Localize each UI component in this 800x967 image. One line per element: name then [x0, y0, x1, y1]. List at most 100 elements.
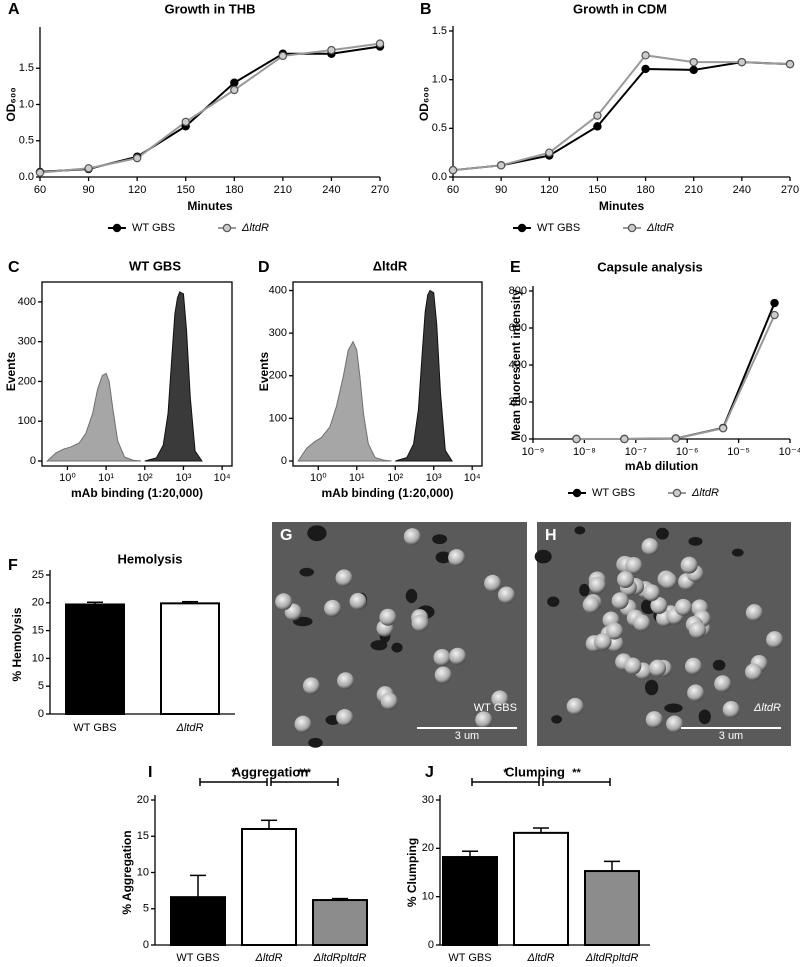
- y-tick-label: 0: [143, 939, 149, 951]
- data-line: [576, 302, 776, 440]
- y-tick-label: 1.0: [432, 74, 447, 86]
- x-tick-label: ΔltdRpltdR: [313, 952, 367, 964]
- pore: [664, 703, 683, 713]
- legend-marker: [572, 488, 582, 498]
- x-tick-label: 10⁻⁷: [625, 446, 647, 458]
- y-tick-label: 100: [269, 412, 287, 424]
- chart-title: Capsule analysis: [597, 259, 703, 274]
- y-tick-label: 0.5: [19, 135, 34, 147]
- y-tick-label: 10: [137, 866, 149, 878]
- chart-panel: B Growth in CDM OD₆₀₀ Minutes 0.0 0.5 1.0 1.5 60…: [417, 1, 799, 234]
- image-label: WT GBS: [474, 702, 517, 714]
- y-tick-label: 10: [32, 652, 44, 664]
- histogram: [144, 291, 203, 462]
- y-tick-label: 15: [137, 830, 149, 842]
- chart-title: Growth in CDM: [573, 1, 667, 16]
- y-tick-label: 300: [18, 336, 36, 348]
- x-tick-label: 90: [82, 184, 94, 196]
- pore: [731, 548, 744, 557]
- y-axis-label: Events: [4, 352, 18, 392]
- cell: [745, 604, 763, 622]
- x-tick-label: WT GBS: [73, 722, 116, 734]
- panel-letter: H: [545, 527, 557, 544]
- x-tick-label: 10⁻⁸: [573, 446, 596, 458]
- pore: [307, 525, 327, 542]
- legend-marker: [672, 488, 682, 498]
- cell: [324, 599, 342, 617]
- pore: [391, 642, 403, 653]
- data-point: [671, 434, 680, 443]
- x-tick-label: 240: [322, 184, 340, 196]
- x-tick-label: 10⁴: [464, 472, 481, 484]
- cell: [335, 569, 353, 587]
- y-tick-label: 200: [509, 396, 527, 408]
- cell: [337, 672, 355, 690]
- bar: [170, 896, 226, 947]
- cell: [687, 684, 705, 702]
- pore: [712, 659, 726, 671]
- x-tick-label: 10²: [387, 472, 403, 484]
- y-tick-label: 25: [32, 569, 44, 581]
- y-tick-label: 10: [422, 891, 434, 903]
- data-point: [593, 122, 602, 131]
- sem-image: G WT GBS 3 um: [272, 522, 527, 748]
- data-point: [689, 57, 698, 67]
- pore: [547, 596, 560, 607]
- cell: [642, 584, 660, 602]
- data-point: [230, 78, 239, 87]
- legend-label: ΔltdR: [691, 487, 719, 499]
- x-tick-label: 60: [34, 184, 46, 196]
- significance-label: **: [572, 767, 581, 779]
- pore: [551, 715, 563, 724]
- cell: [448, 549, 466, 567]
- cell: [625, 557, 643, 575]
- chart-panel: I Aggregation % Aggregation 0 5 10 15 20 WT GBS Δ…: [120, 764, 368, 964]
- pore: [698, 709, 711, 725]
- data-point: [35, 168, 45, 177]
- data-line: [39, 42, 381, 174]
- legend-label: WT GBS: [537, 222, 580, 234]
- y-tick-label: 1.5: [432, 25, 447, 37]
- y-tick-label: 15: [32, 625, 44, 637]
- bar: [65, 603, 125, 716]
- cell: [491, 690, 509, 708]
- x-tick-label: 10⁻⁹: [522, 446, 545, 458]
- cell: [666, 715, 684, 733]
- x-tick-label: 150: [588, 184, 606, 196]
- data-point: [785, 59, 795, 69]
- chart-title: Aggregation: [232, 764, 309, 779]
- y-tick-label: 400: [269, 284, 287, 296]
- panel-letter: G: [280, 527, 292, 544]
- cell: [633, 614, 651, 632]
- cell: [722, 700, 740, 718]
- cell: [594, 633, 612, 651]
- cell: [449, 647, 467, 665]
- x-tick-label: 10⁴: [214, 472, 231, 484]
- cell: [302, 677, 320, 695]
- chart-title: Hemolysis: [117, 551, 182, 566]
- x-tick-label: ΔltdR: [527, 952, 555, 964]
- data-point: [448, 165, 458, 175]
- legend-label: WT GBS: [592, 487, 635, 499]
- cell: [641, 538, 659, 556]
- y-axis-label: OD₆₀₀: [4, 87, 18, 121]
- y-tick-label: 1.0: [19, 98, 34, 110]
- cell: [649, 659, 667, 677]
- x-tick-label: 180: [636, 184, 654, 196]
- cell: [714, 675, 732, 693]
- y-tick-label: 0: [30, 455, 36, 467]
- x-axis-label: Minutes: [599, 199, 645, 213]
- significance-label: *: [503, 767, 508, 779]
- bar: [312, 899, 368, 946]
- x-tick-label: 10⁰: [310, 472, 327, 484]
- y-tick-label: 5: [38, 680, 44, 692]
- data-point: [737, 57, 747, 67]
- x-tick-label: 10²: [137, 472, 153, 484]
- y-tick-label: 400: [18, 296, 36, 308]
- data-point: [689, 65, 698, 75]
- bar: [584, 870, 640, 946]
- x-tick-label: ΔltdRpltdR: [585, 952, 639, 964]
- pore: [579, 583, 590, 597]
- x-tick-label: WT GBS: [448, 952, 491, 964]
